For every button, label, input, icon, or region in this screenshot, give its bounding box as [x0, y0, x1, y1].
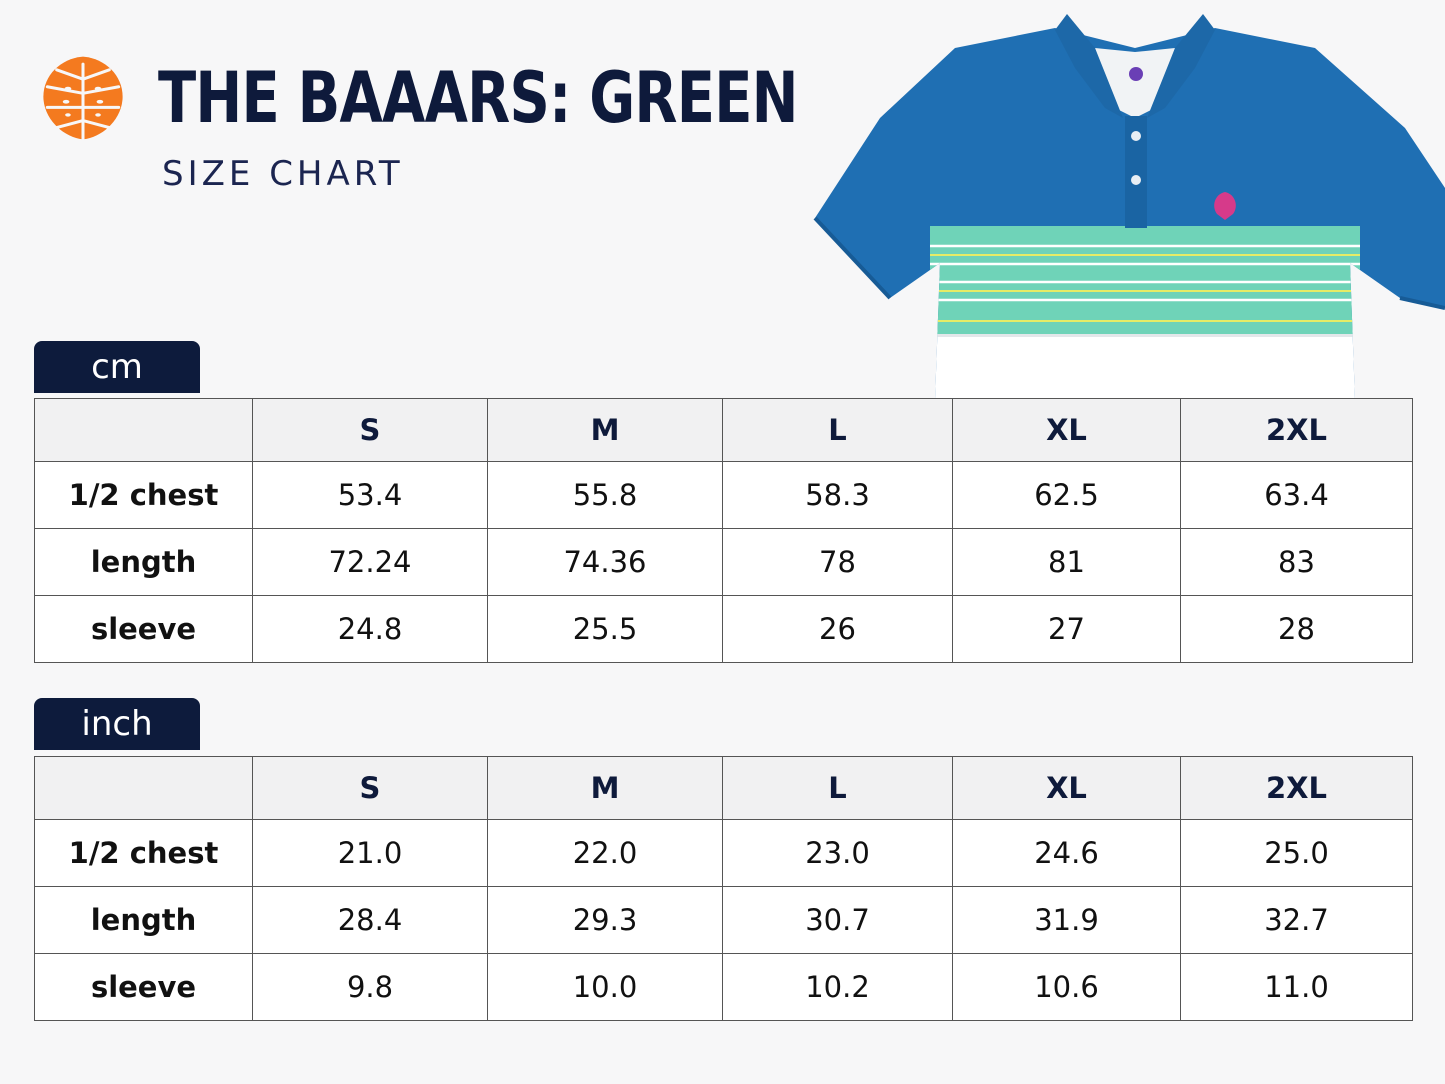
column-header: M — [487, 398, 723, 462]
table-cell: 74.36 — [487, 528, 723, 596]
table-cell: 58.3 — [722, 461, 953, 529]
table-cell: 78 — [722, 528, 953, 596]
size-table-cm: S M L XL 2XL 1/2 chest 53.4 55.8 58.3 62… — [34, 398, 1413, 663]
table-cell: 62.5 — [952, 461, 1181, 529]
table-cell: 24.6 — [952, 819, 1181, 887]
table-cell: 22.0 — [487, 819, 723, 887]
column-header: S — [252, 398, 488, 462]
column-header: 2XL — [1180, 398, 1413, 462]
table-row: sleeve 24.8 25.5 26 27 28 — [34, 595, 1413, 663]
table-row: length 72.24 74.36 78 81 83 — [34, 528, 1413, 596]
page-subtitle: SIZE CHART — [162, 154, 404, 194]
table-header-row: S M L XL 2XL — [34, 398, 1413, 462]
table-cell: 25.5 — [487, 595, 723, 663]
table-cell: 25.0 — [1180, 819, 1413, 887]
column-header: M — [487, 756, 723, 820]
table-cell: 26 — [722, 595, 953, 663]
row-label: 1/2 chest — [34, 819, 253, 887]
table-row: sleeve 9.8 10.0 10.2 10.6 11.0 — [34, 953, 1413, 1021]
table-cell: 9.8 — [252, 953, 488, 1021]
column-header: 2XL — [1180, 756, 1413, 820]
table-cell: 11.0 — [1180, 953, 1413, 1021]
row-label: 1/2 chest — [34, 461, 253, 529]
table-cell: 53.4 — [252, 461, 488, 529]
row-label: length — [34, 886, 253, 954]
table-cell: 10.0 — [487, 953, 723, 1021]
unit-label-inch: inch — [34, 698, 200, 750]
monstera-leaf-icon — [43, 56, 123, 143]
table-cell: 28.4 — [252, 886, 488, 954]
table-cell: 24.8 — [252, 595, 488, 663]
table-cell: 63.4 — [1180, 461, 1413, 529]
size-table-inch: S M L XL 2XL 1/2 chest 21.0 22.0 23.0 24… — [34, 756, 1413, 1021]
column-header: XL — [952, 398, 1181, 462]
table-cell: 28 — [1180, 595, 1413, 663]
table-row: 1/2 chest 21.0 22.0 23.0 24.6 25.0 — [34, 819, 1413, 887]
row-label: sleeve — [34, 953, 253, 1021]
unit-label-cm: cm — [34, 341, 200, 393]
table-cell: 21.0 — [252, 819, 488, 887]
table-cell: 29.3 — [487, 886, 723, 954]
table-cell: 27 — [952, 595, 1181, 663]
table-cell: 30.7 — [722, 886, 953, 954]
column-header: XL — [952, 756, 1181, 820]
table-cell: 10.6 — [952, 953, 1181, 1021]
table-corner-cell — [34, 398, 253, 462]
table-corner-cell — [34, 756, 253, 820]
table-cell: 81 — [952, 528, 1181, 596]
table-cell: 32.7 — [1180, 886, 1413, 954]
table-row: length 28.4 29.3 30.7 31.9 32.7 — [34, 886, 1413, 954]
table-cell: 10.2 — [722, 953, 953, 1021]
polo-shirt-illustration — [813, 14, 1445, 400]
row-label: sleeve — [34, 595, 253, 663]
table-cell: 55.8 — [487, 461, 723, 529]
table-cell: 83 — [1180, 528, 1413, 596]
table-cell: 72.24 — [252, 528, 488, 596]
column-header: L — [722, 756, 953, 820]
table-cell: 31.9 — [952, 886, 1181, 954]
column-header: L — [722, 398, 953, 462]
table-cell: 23.0 — [722, 819, 953, 887]
table-row: 1/2 chest 53.4 55.8 58.3 62.5 63.4 — [34, 461, 1413, 529]
table-header-row: S M L XL 2XL — [34, 756, 1413, 820]
column-header: S — [252, 756, 488, 820]
row-label: length — [34, 528, 253, 596]
page-title: THE BAAARS: GREEN — [158, 57, 799, 139]
